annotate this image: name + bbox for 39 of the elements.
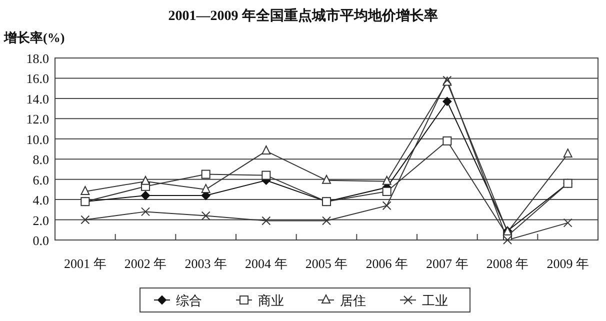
point <box>262 170 271 180</box>
y-axis-title: 增长率(%) <box>3 30 65 45</box>
legend-label: 工业 <box>422 293 448 308</box>
y-tick-label: 0.0 <box>32 233 49 248</box>
y-tick-label: 8.0 <box>32 152 49 168</box>
point <box>80 215 90 224</box>
x-tick-label: 2003 年 <box>184 256 227 271</box>
y-tick-label: 18.0 <box>26 51 49 66</box>
y-tick-label: 2.0 <box>32 212 49 228</box>
legend-label: 综合 <box>176 293 202 308</box>
x-tick-label: 2007 年 <box>426 256 468 271</box>
point <box>201 211 210 220</box>
point <box>503 236 512 244</box>
legend-label: 居住 <box>340 293 366 308</box>
x-tick-label: 2004 年 <box>245 256 288 271</box>
x-tick-label: 2006 年 <box>366 256 408 271</box>
x-tick-label: 2002 年 <box>124 256 167 271</box>
chart-title: 2001—2009 年全国重点城市平均地价增长率 <box>168 7 438 24</box>
point <box>141 207 150 216</box>
point <box>442 96 452 106</box>
point <box>382 201 392 210</box>
point <box>563 218 572 228</box>
point <box>382 186 392 196</box>
x-tick-label: 2001 年 <box>64 256 106 271</box>
point <box>442 136 452 146</box>
x-tick-label: 2009 年 <box>546 256 589 271</box>
point <box>322 216 331 226</box>
point <box>262 216 271 226</box>
y-tick-label: 6.0 <box>32 172 49 188</box>
y-tick-label: 16.0 <box>26 71 49 86</box>
y-tick-label: 14.0 <box>26 91 49 106</box>
y-tick-label: 4.0 <box>32 192 49 208</box>
x-tick-label: 2005 年 <box>305 256 348 271</box>
x-tick-label: 2008 年 <box>486 256 529 271</box>
point <box>141 191 150 200</box>
legend-label: 商业 <box>258 293 284 308</box>
y-tick-label: 10.0 <box>26 132 49 147</box>
point <box>201 170 210 179</box>
y-tick-label: 12.0 <box>26 112 49 127</box>
